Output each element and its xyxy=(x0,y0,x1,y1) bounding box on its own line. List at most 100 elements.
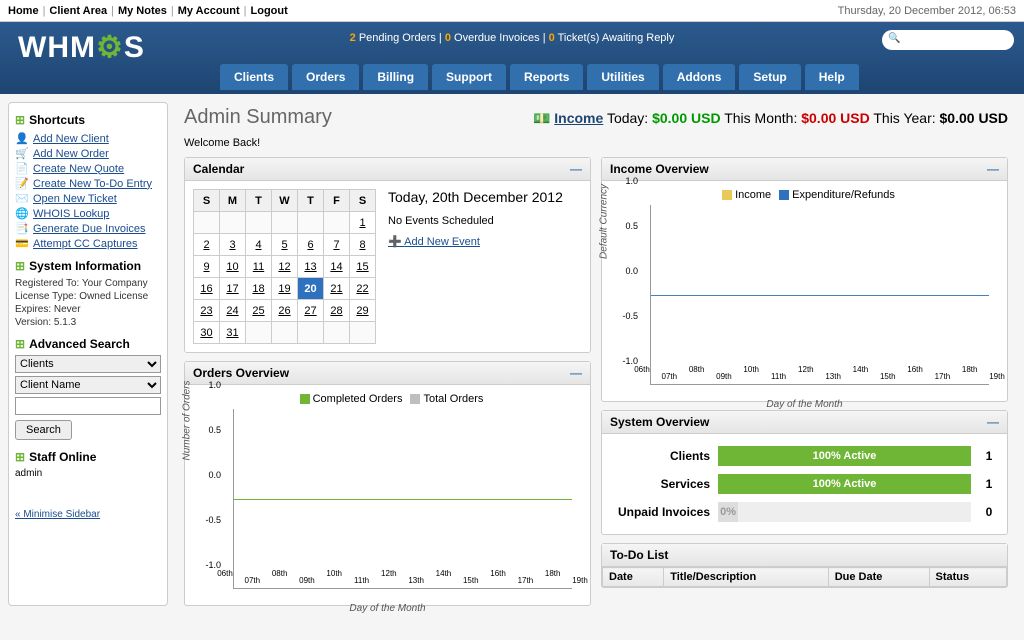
nav-item[interactable]: Help xyxy=(805,64,859,90)
shortcut-icon: 💳 xyxy=(15,237,29,250)
calendar-day[interactable]: 11 xyxy=(246,256,272,278)
calendar-day[interactable]: 17 xyxy=(220,278,246,300)
topbar: Home | Client Area | My Notes | My Accou… xyxy=(0,0,1024,22)
shortcut-link[interactable]: Generate Due Invoices xyxy=(33,223,146,235)
calendar-day[interactable]: 29 xyxy=(350,300,376,322)
shortcut-icon: 🌐 xyxy=(15,207,29,220)
orders-yticks: 1.00.50.0-0.5-1.0 xyxy=(205,385,223,565)
shortcut-icon: 📝 xyxy=(15,177,29,190)
calendar-day[interactable]: 14 xyxy=(324,256,350,278)
shortcut-link[interactable]: Open New Ticket xyxy=(33,193,117,205)
todo-title: To-Do List xyxy=(610,548,668,562)
nav-item[interactable]: Utilities xyxy=(587,64,658,90)
today-label: Today, 20th December 2012 xyxy=(388,189,563,205)
collapse-icon[interactable]: — xyxy=(570,366,582,380)
calendar-day[interactable]: 19 xyxy=(272,278,298,300)
staff-title: Staff Online xyxy=(15,450,161,464)
shortcut-link[interactable]: Attempt CC Captures xyxy=(33,238,138,250)
calendar-day[interactable]: 9 xyxy=(194,256,220,278)
income-title: Income Overview xyxy=(610,162,709,176)
topbar-link[interactable]: My Account xyxy=(178,5,240,17)
shortcut-link[interactable]: WHOIS Lookup xyxy=(33,208,109,220)
calendar-day[interactable]: 13 xyxy=(298,256,324,278)
calendar-day[interactable]: 5 xyxy=(272,234,298,256)
search-button[interactable]: Search xyxy=(15,420,72,440)
calendar-day[interactable]: 31 xyxy=(220,322,246,344)
page-title: Admin Summary xyxy=(184,106,332,129)
collapse-icon[interactable]: — xyxy=(570,162,582,176)
shortcut-link[interactable]: Add New Order xyxy=(33,148,109,160)
shortcut-icon: 📄 xyxy=(15,162,29,175)
header-alerts: 2 Pending Orders | 0 Overdue Invoices | … xyxy=(350,32,675,44)
calendar-day[interactable]: 3 xyxy=(220,234,246,256)
shortcut-item[interactable]: 👤Add New Client xyxy=(15,131,161,146)
add-event-link[interactable]: Add New Event xyxy=(388,236,480,248)
calendar-day[interactable]: 24 xyxy=(220,300,246,322)
calendar-day[interactable]: 15 xyxy=(350,256,376,278)
shortcut-icon: 📑 xyxy=(15,222,29,235)
orders-xticks: 06th07th08th09th10th11th12th13th14th15th… xyxy=(225,569,580,583)
calendar-day[interactable]: 7 xyxy=(324,234,350,256)
shortcut-link[interactable]: Create New Quote xyxy=(33,163,124,175)
calendar-day[interactable]: 21 xyxy=(324,278,350,300)
calendar-day[interactable]: 10 xyxy=(220,256,246,278)
shortcut-item[interactable]: 📑 Generate Due Invoices xyxy=(15,221,161,236)
sidebar: Shortcuts 👤Add New Client🛒Add New Order📄… xyxy=(8,102,168,606)
staff-user: admin xyxy=(15,468,161,479)
calendar-day[interactable]: 28 xyxy=(324,300,350,322)
calendar-title: Calendar xyxy=(193,162,244,176)
calendar-day[interactable]: 23 xyxy=(194,300,220,322)
shortcut-link[interactable]: Add New Client xyxy=(33,133,109,145)
collapse-icon[interactable]: — xyxy=(987,415,999,429)
calendar-day[interactable]: 30 xyxy=(194,322,220,344)
calendar-day[interactable]: 2 xyxy=(194,234,220,256)
todo-head-row: DateTitle/DescriptionDue DateStatus xyxy=(603,568,1007,587)
shortcut-item[interactable]: 💳 Attempt CC Captures xyxy=(15,236,161,251)
calendar-day[interactable]: 16 xyxy=(194,278,220,300)
topbar-link[interactable]: Client Area xyxy=(49,5,107,17)
calendar-day[interactable]: 4 xyxy=(246,234,272,256)
adv-select-field[interactable]: Client Name xyxy=(15,376,161,394)
nav-item[interactable]: Addons xyxy=(663,64,736,90)
main-nav: ClientsOrdersBillingSupportReportsUtilit… xyxy=(220,64,859,90)
calendar-day[interactable]: 20 xyxy=(298,278,324,300)
calendar-day[interactable]: 25 xyxy=(246,300,272,322)
topbar-link[interactable]: My Notes xyxy=(118,5,167,17)
shortcut-link[interactable]: Create New To-Do Entry xyxy=(33,178,152,190)
minimise-sidebar[interactable]: « Minimise Sidebar xyxy=(15,509,161,520)
nav-item[interactable]: Support xyxy=(432,64,506,90)
calendar-day[interactable]: 8 xyxy=(350,234,376,256)
calendar-day[interactable]: 12 xyxy=(272,256,298,278)
calendar-day[interactable]: 18 xyxy=(246,278,272,300)
calendar-day[interactable]: 6 xyxy=(298,234,324,256)
collapse-icon[interactable]: — xyxy=(987,162,999,176)
shortcut-item[interactable]: 🛒Add New Order xyxy=(15,146,161,161)
orders-panel: Orders Overview — Completed OrdersTotal … xyxy=(184,361,591,606)
overview-row: Clients100% Active1 xyxy=(610,442,999,470)
topbar-link[interactable]: Logout xyxy=(251,5,288,17)
shortcut-item[interactable]: ✉️Open New Ticket xyxy=(15,191,161,206)
no-events: No Events Scheduled xyxy=(388,215,563,227)
shortcut-item[interactable]: 🌐 WHOIS Lookup xyxy=(15,206,161,221)
nav-item[interactable]: Setup xyxy=(739,64,800,90)
topbar-links: Home | Client Area | My Notes | My Accou… xyxy=(8,5,288,17)
advanced-search-title: Advanced Search xyxy=(15,337,161,351)
shortcut-item[interactable]: 📄 Create New Quote xyxy=(15,161,161,176)
nav-item[interactable]: Billing xyxy=(363,64,428,90)
adv-search-input[interactable] xyxy=(15,397,161,415)
todo-panel: To-Do List DateTitle/DescriptionDue Date… xyxy=(601,543,1008,588)
calendar-table: SMTWTFS 12345678910111213141516171819202… xyxy=(193,189,376,344)
adv-select-type[interactable]: Clients xyxy=(15,355,161,373)
search-input[interactable] xyxy=(882,30,1014,50)
calendar-day[interactable]: 26 xyxy=(272,300,298,322)
calendar-day[interactable]: 1 xyxy=(350,212,376,234)
calendar-day[interactable]: 27 xyxy=(298,300,324,322)
calendar-day[interactable]: 22 xyxy=(350,278,376,300)
orders-legend: Completed OrdersTotal Orders xyxy=(193,393,582,405)
nav-item[interactable]: Reports xyxy=(510,64,583,90)
nav-item[interactable]: Clients xyxy=(220,64,288,90)
nav-item[interactable]: Orders xyxy=(292,64,359,90)
shortcut-item[interactable]: 📝 Create New To-Do Entry xyxy=(15,176,161,191)
topbar-link[interactable]: Home xyxy=(8,5,39,17)
main: Admin Summary 💵 Income Today: $0.00 USD … xyxy=(176,102,1016,606)
